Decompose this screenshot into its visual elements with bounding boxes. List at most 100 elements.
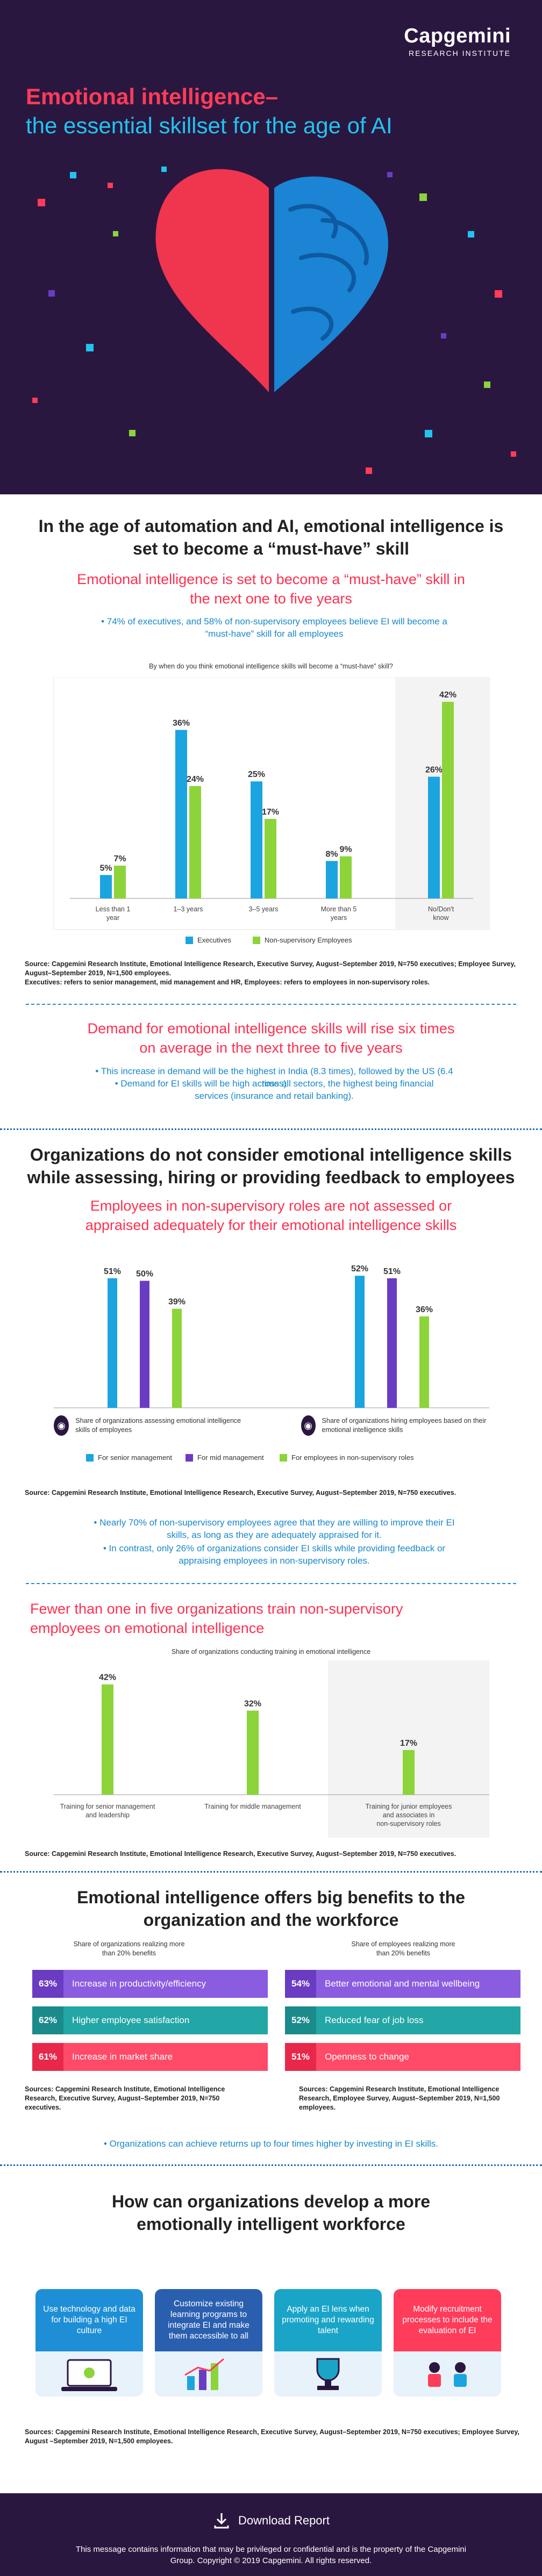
chart2-legend-senior: For senior management [86, 1454, 172, 1462]
section-divider [0, 1128, 542, 1130]
bar [175, 730, 187, 898]
benefit-label: Higher employee satisfaction [63, 2006, 268, 2034]
group1-label-text: Share of organizations assessing emotion… [75, 1417, 241, 1434]
card-text: Modify recruitment processes to include … [394, 2289, 501, 2351]
tick-label: and leadership [85, 1811, 130, 1819]
trophy-icon [316, 2358, 340, 2390]
s1-demand-bullet2: • Demand for EI skills will be high acro… [115, 1078, 434, 1101]
chart-assess-hire: 51% 50% 39% 52% 51% 36% [54, 1264, 489, 1408]
card-ei-lens[interactable]: Apply an EI lens when promoting and rewa… [274, 2289, 382, 2397]
s2-training-source: Source: Capgemini Research Institute, Em… [25, 1850, 457, 1858]
card-text: Customize existing learning programs to … [155, 2289, 262, 2351]
bar [387, 1278, 397, 1408]
bar [442, 702, 454, 898]
bar [247, 1710, 259, 1795]
tick-label: know [433, 914, 449, 922]
tick-label: Less than 1 [96, 905, 131, 913]
chart1-legend-exec: Executives [186, 936, 231, 944]
legend-swatch [186, 1454, 193, 1462]
s1-bullet: • 74% of executives, and 58% of non-supe… [101, 616, 447, 639]
footer: Download Report This message contains in… [0, 2493, 542, 2576]
tick-label: Training for senior management [60, 1803, 155, 1810]
data-label: 17% [400, 1739, 417, 1748]
benefit-row: 51% Openness to change [285, 2043, 520, 2071]
data-label: 26% [425, 766, 443, 775]
data-label: 17% [262, 808, 279, 817]
card-technology-data[interactable]: Use technology and data for building a h… [35, 2289, 143, 2397]
capgemini-logo[interactable]: Capgemini RESEARCH INSTITUTE [404, 25, 511, 57]
group2-label-text: Share of organizations hiring employees … [322, 1417, 487, 1434]
heart-half-icon [155, 169, 269, 392]
data-label: 24% [187, 775, 204, 784]
s4-heading: How can organizations develop a more emo… [111, 2192, 431, 2234]
download-label: Download Report [238, 2514, 330, 2527]
benefit-label: Better emotional and mental wellbeing [316, 1970, 520, 1998]
data-label: 32% [244, 1700, 261, 1709]
card-text: Use technology and data for building a h… [35, 2289, 143, 2351]
tick-label: 1–3 years [174, 905, 203, 913]
s2-training-heading: Fewer than one in five organizations tra… [30, 1601, 403, 1636]
benefit-label: Reduced fear of job loss [316, 2006, 520, 2034]
legend-swatch [253, 936, 260, 944]
s1-heading: In the age of automation and AI, emotion… [38, 516, 504, 558]
tick-label: 3–5 years [249, 905, 279, 913]
card-text: Apply an EI lens when promoting and rewa… [274, 2289, 382, 2351]
tick-label: No/Don't [428, 905, 454, 913]
s1-chart-question: By when do you think emotional intellige… [149, 663, 393, 670]
hero-title-line2: the essential skillset for the age of AI [26, 113, 393, 138]
s4-source: Sources: Capgemini Research Institute, E… [25, 2428, 519, 2445]
s3-org-source: Sources: Capgemini Research Institute, E… [25, 2085, 225, 2111]
bar [265, 818, 276, 898]
bar [403, 1750, 415, 1795]
s3-emp-source: Sources: Capgemini Research Institute, E… [299, 2085, 500, 2111]
legend-label: For employees in non-supervisory roles [291, 1454, 414, 1462]
assess-icon: ◉ [54, 1415, 69, 1436]
laptop-icon [61, 2359, 117, 2391]
logo-name: Capgemini [404, 25, 511, 47]
download-icon [214, 2513, 229, 2529]
benefit-label: Increase in productivity/efficiency [63, 1970, 268, 1998]
data-label: 42% [99, 1673, 116, 1682]
chart2-legend-mid: For mid management [186, 1454, 264, 1462]
s1-subheading: Emotional intelligence is set to become … [77, 571, 465, 607]
download-report-link[interactable]: Download Report [0, 2512, 542, 2530]
data-label: 39% [168, 1298, 186, 1307]
s2-bullet1: • Nearly 70% of non-supervisory employee… [94, 1517, 455, 1540]
data-label: 42% [439, 690, 457, 700]
data-label: 8% [325, 850, 338, 859]
bar [355, 1276, 365, 1408]
card-learning-programs[interactable]: Customize existing learning programs to … [155, 2289, 262, 2397]
section-divider [0, 1871, 542, 1873]
tick-label: non-supervisory roles [376, 1820, 441, 1827]
divider [26, 1004, 516, 1005]
logo-sub: RESEARCH INSTITUTE [408, 49, 511, 57]
s2-training-caption: Share of organizations conducting traini… [171, 1648, 371, 1656]
data-label: 7% [113, 854, 126, 864]
card-recruitment[interactable]: Modify recruitment processes to include … [394, 2289, 501, 2397]
chart2-legend-nonsup: For employees in non-supervisory roles [280, 1454, 414, 1462]
benefit-row: 63% Increase in productivity/efficiency [32, 1970, 268, 1998]
divider [26, 1583, 516, 1584]
s1-source-line2: Executives: refers to senior management,… [25, 978, 430, 986]
bar [189, 786, 201, 898]
bar [428, 776, 440, 898]
s2-source: Source: Capgemini Research Institute, Em… [25, 1489, 457, 1496]
benefit-label: Increase in market share [63, 2043, 268, 2071]
data-label: 36% [173, 718, 190, 728]
s3-returns: • Organizations can achieve returns up t… [103, 2139, 439, 2149]
interview-icon [428, 2362, 467, 2387]
bar [172, 1308, 182, 1408]
hero-title-line1: Emotional intelligence– [26, 84, 279, 109]
tick-label: Training for junior employees [366, 1803, 452, 1810]
bar [340, 856, 352, 898]
hire-icon: ◉ [301, 1415, 316, 1436]
legend-label: Non-supervisory Employees [265, 936, 352, 944]
s1-source-line1: Source: Capgemini Research Institute, Em… [25, 960, 516, 977]
benefit-pct: 63% [32, 1970, 63, 1998]
data-label: 51% [383, 1267, 401, 1276]
benefit-pct: 54% [285, 1970, 316, 1998]
bar [114, 866, 126, 898]
brain-half-icon [274, 176, 388, 392]
s1-demand-bullet1: • This increase in demand will be the hi… [95, 1066, 453, 1089]
